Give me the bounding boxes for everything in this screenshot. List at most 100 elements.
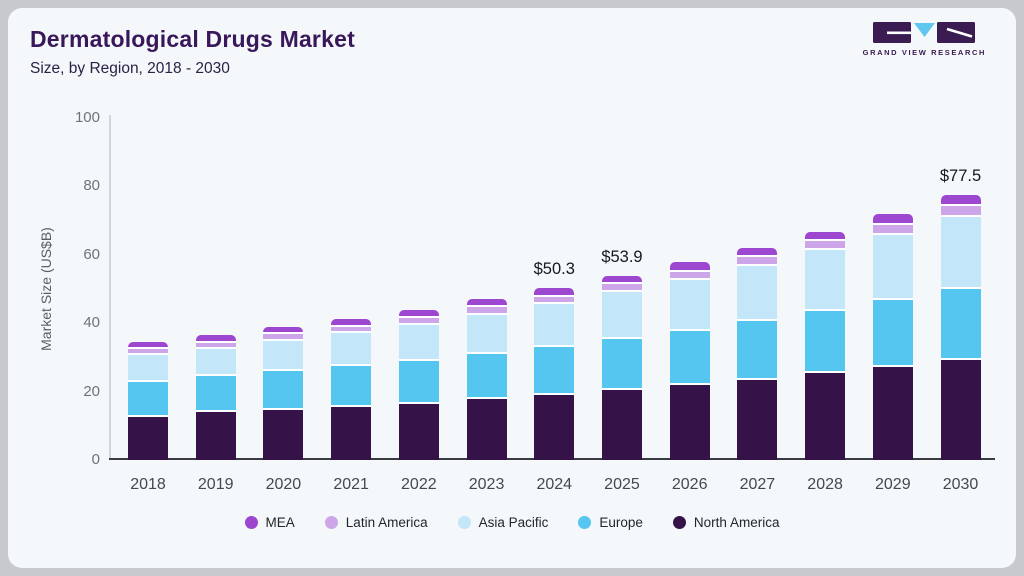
segment-north-america[interactable]	[669, 383, 710, 460]
y-tick-label: 80	[83, 177, 100, 195]
x-tick-label-2019: 2019	[197, 476, 234, 493]
segment-europe[interactable]	[128, 379, 168, 415]
segment-north-america[interactable]	[940, 358, 981, 460]
value-annotation-2030: $77.5	[939, 166, 982, 185]
segment-north-america[interactable]	[398, 401, 439, 460]
y-tick-label: 40	[83, 314, 100, 332]
page-subtitle: Size, by Region, 2018 - 2030	[30, 60, 230, 77]
segment-mea[interactable]	[737, 247, 778, 256]
segment-mea[interactable]	[601, 275, 642, 283]
segment-asia-pacific[interactable]	[263, 339, 304, 369]
segment-europe[interactable]	[466, 351, 507, 398]
segment-mea[interactable]	[669, 262, 710, 271]
segment-latin-america[interactable]	[128, 347, 168, 354]
bar-2022[interactable]	[398, 309, 439, 460]
segment-latin-america[interactable]	[737, 255, 778, 265]
segment-europe[interactable]	[737, 318, 778, 378]
segment-europe[interactable]	[195, 374, 236, 411]
segment-europe[interactable]	[601, 337, 642, 389]
bar-2025[interactable]: $53.9	[601, 248, 643, 460]
segment-asia-pacific[interactable]	[331, 331, 372, 364]
segment-europe[interactable]	[398, 358, 439, 402]
segment-asia-pacific[interactable]	[195, 347, 236, 375]
segment-latin-america[interactable]	[534, 294, 575, 302]
legend-item-asia-pacific[interactable]: Asia Pacific	[457, 515, 548, 530]
segment-north-america[interactable]	[331, 405, 372, 460]
segment-europe[interactable]	[331, 363, 372, 406]
x-tick-label-2028: 2028	[807, 476, 843, 493]
segment-north-america[interactable]	[601, 388, 642, 460]
x-tick-label-2022: 2022	[401, 476, 437, 493]
segment-asia-pacific[interactable]	[128, 353, 168, 380]
segment-latin-america[interactable]	[398, 315, 439, 323]
segment-europe[interactable]	[534, 345, 575, 393]
bar-2018[interactable]	[128, 342, 168, 460]
segment-north-america[interactable]	[466, 397, 507, 460]
segment-europe[interactable]	[872, 297, 913, 365]
x-tick-label-2026: 2026	[671, 476, 708, 493]
segment-mea[interactable]	[534, 287, 575, 295]
legend-item-mea[interactable]: MEA	[244, 515, 295, 530]
x-tick-label-2029: 2029	[875, 476, 911, 493]
bar-2029[interactable]	[872, 214, 913, 460]
bar-2019[interactable]	[195, 335, 236, 460]
segment-north-america[interactable]	[128, 414, 168, 460]
bar-2023[interactable]	[466, 298, 507, 460]
segment-asia-pacific[interactable]	[669, 278, 710, 329]
segment-latin-america[interactable]	[601, 282, 642, 291]
segment-north-america[interactable]	[263, 407, 304, 460]
segment-latin-america[interactable]	[805, 239, 846, 249]
segment-mea[interactable]	[940, 194, 981, 204]
page-title: Dermatological Drugs Market	[30, 26, 355, 52]
x-tick-label-2023: 2023	[468, 476, 505, 493]
legend-label: Latin America	[345, 515, 428, 530]
segment-mea[interactable]	[466, 298, 507, 306]
segment-north-america[interactable]	[872, 364, 913, 460]
legend-label: North America	[693, 515, 780, 530]
segment-mea[interactable]	[331, 318, 372, 325]
segment-latin-america[interactable]	[466, 305, 507, 313]
segment-north-america[interactable]	[805, 371, 846, 460]
legend-item-latin-america[interactable]: Latin America	[324, 515, 428, 530]
segment-mea[interactable]	[805, 231, 846, 240]
bar-2028[interactable]	[805, 231, 846, 460]
bar-2020[interactable]	[263, 326, 304, 460]
segment-asia-pacific[interactable]	[534, 301, 575, 346]
segment-europe[interactable]	[940, 286, 981, 359]
legend-item-europe[interactable]: Europe	[578, 515, 643, 530]
bar-2021[interactable]	[331, 318, 372, 460]
segment-north-america[interactable]	[534, 392, 575, 460]
segment-latin-america[interactable]	[263, 332, 304, 340]
segment-asia-pacific[interactable]	[737, 264, 778, 319]
segment-latin-america[interactable]	[940, 203, 981, 215]
segment-latin-america[interactable]	[195, 340, 236, 348]
segment-asia-pacific[interactable]	[872, 232, 913, 298]
segment-latin-america[interactable]	[331, 324, 372, 332]
segment-asia-pacific[interactable]	[805, 248, 846, 310]
segment-latin-america[interactable]	[872, 223, 913, 233]
segment-latin-america[interactable]	[669, 270, 710, 279]
bar-2024[interactable]: $50.3	[534, 260, 575, 460]
segment-north-america[interactable]	[195, 410, 236, 460]
segment-europe[interactable]	[805, 309, 846, 372]
segment-asia-pacific[interactable]	[398, 322, 439, 359]
y-tick-label: 20	[83, 382, 100, 400]
y-axis-line	[109, 115, 111, 460]
legend-item-north-america[interactable]: North America	[672, 515, 780, 530]
bar-2030[interactable]: $77.5	[940, 167, 981, 460]
segment-mea[interactable]	[195, 335, 236, 341]
segment-mea[interactable]	[263, 326, 304, 333]
segment-north-america[interactable]	[737, 377, 778, 460]
segment-mea[interactable]	[128, 342, 168, 348]
segment-europe[interactable]	[669, 328, 710, 384]
segment-mea[interactable]	[872, 214, 913, 224]
segment-mea[interactable]	[398, 309, 439, 316]
bar-2026[interactable]	[669, 262, 710, 460]
logo-text: GRAND VIEW RESEARCH	[862, 48, 986, 57]
x-tick-label-2025: 2025	[604, 476, 640, 493]
segment-asia-pacific[interactable]	[601, 290, 642, 338]
segment-asia-pacific[interactable]	[940, 214, 981, 287]
bar-2027[interactable]	[737, 247, 778, 460]
segment-asia-pacific[interactable]	[466, 312, 507, 352]
segment-europe[interactable]	[263, 368, 304, 408]
